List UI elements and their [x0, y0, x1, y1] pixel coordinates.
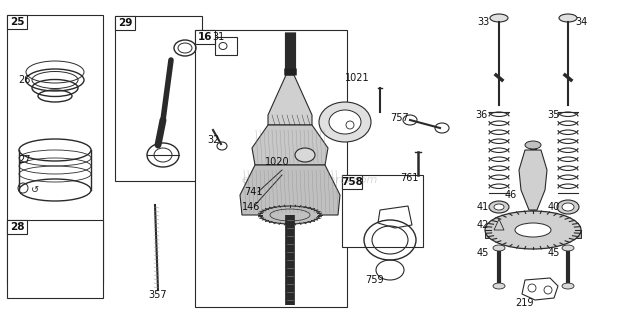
Ellipse shape — [489, 201, 509, 213]
Text: 35: 35 — [547, 110, 559, 120]
Ellipse shape — [559, 14, 577, 22]
Ellipse shape — [562, 283, 574, 289]
Text: 16: 16 — [198, 32, 212, 42]
Ellipse shape — [525, 141, 541, 149]
Ellipse shape — [493, 283, 505, 289]
Bar — [342, 175, 423, 247]
Ellipse shape — [562, 245, 574, 251]
Text: 32: 32 — [207, 135, 219, 145]
Text: 25: 25 — [10, 17, 24, 27]
Text: 758: 758 — [341, 177, 363, 187]
Text: 42: 42 — [477, 220, 489, 230]
Text: 219: 219 — [515, 298, 533, 308]
Text: 741: 741 — [244, 187, 262, 197]
Ellipse shape — [562, 203, 574, 211]
Text: 33: 33 — [477, 17, 489, 27]
Text: 46: 46 — [505, 190, 517, 200]
Text: ↺: ↺ — [31, 185, 39, 195]
Text: 34: 34 — [575, 17, 587, 27]
Bar — [115, 16, 135, 30]
Text: 357: 357 — [148, 290, 167, 300]
Ellipse shape — [490, 14, 508, 22]
Ellipse shape — [494, 204, 504, 210]
Bar — [485, 230, 581, 238]
Ellipse shape — [515, 223, 551, 237]
Text: 40: 40 — [548, 202, 560, 212]
Text: 759: 759 — [365, 275, 384, 285]
Text: 45: 45 — [548, 248, 560, 258]
Polygon shape — [519, 150, 547, 210]
Text: 41: 41 — [477, 202, 489, 212]
Text: 757: 757 — [390, 113, 409, 123]
Text: 761: 761 — [400, 173, 419, 183]
Bar — [7, 15, 103, 283]
Bar — [195, 30, 215, 44]
Polygon shape — [240, 165, 340, 215]
Ellipse shape — [485, 211, 581, 249]
Polygon shape — [252, 125, 328, 165]
Bar — [7, 15, 27, 29]
Bar — [342, 175, 362, 189]
Ellipse shape — [329, 110, 361, 134]
Ellipse shape — [319, 102, 371, 142]
Ellipse shape — [260, 206, 320, 224]
Text: 27: 27 — [18, 155, 30, 165]
Bar — [115, 16, 202, 181]
Text: 28: 28 — [10, 222, 24, 232]
Ellipse shape — [493, 245, 505, 251]
Bar — [215, 37, 237, 55]
Text: 1020: 1020 — [265, 157, 290, 167]
Text: 1021: 1021 — [345, 73, 370, 83]
Polygon shape — [268, 75, 312, 125]
Text: 26: 26 — [18, 75, 30, 85]
Text: 31: 31 — [212, 32, 224, 42]
Bar — [195, 30, 347, 307]
Bar — [7, 220, 103, 298]
Text: eReplacementParts.com: eReplacementParts.com — [242, 175, 378, 185]
Text: 29: 29 — [118, 18, 132, 28]
Bar — [7, 220, 27, 234]
Text: 146: 146 — [242, 202, 260, 212]
Text: 45: 45 — [477, 248, 489, 258]
Ellipse shape — [295, 148, 315, 162]
Ellipse shape — [557, 200, 579, 214]
Text: 36: 36 — [475, 110, 487, 120]
